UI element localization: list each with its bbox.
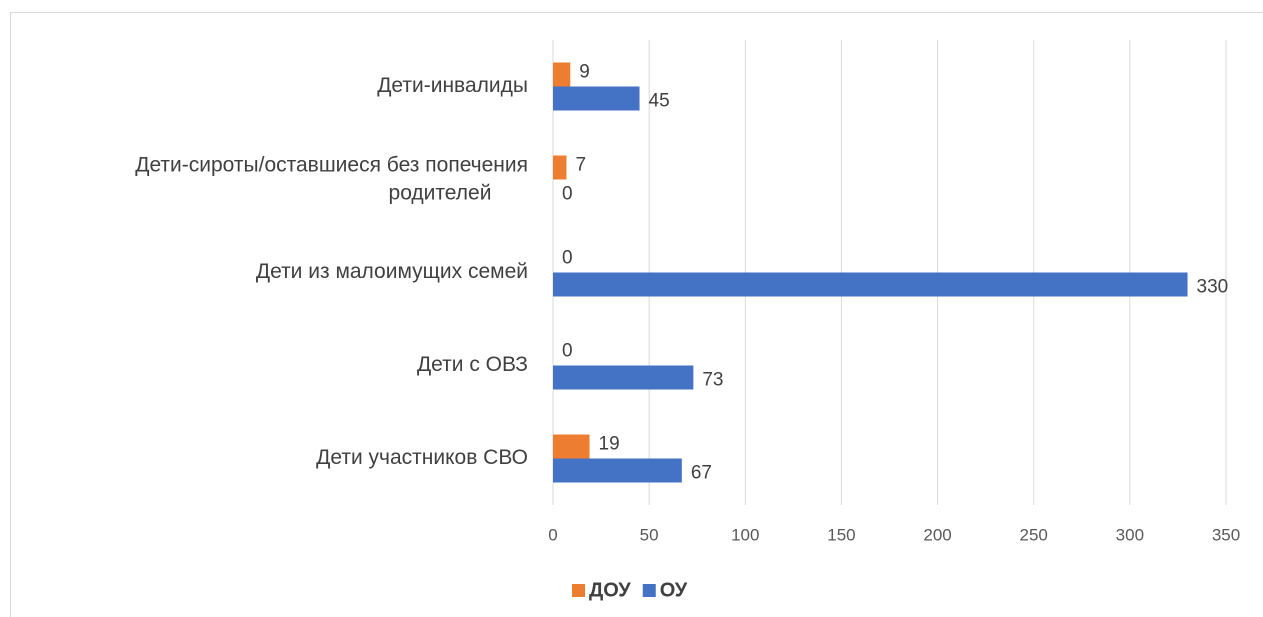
legend-swatch (642, 584, 656, 597)
category-label: Дети с ОВЗ (417, 353, 528, 376)
bar (553, 272, 1188, 297)
x-tick-label: 50 (640, 525, 659, 544)
value-label: 45 (649, 91, 670, 112)
x-tick-label: 150 (827, 525, 855, 544)
category-label: Дети-инвалиды (377, 74, 528, 97)
value-label: 7 (575, 155, 586, 176)
legend-label: ОУ (660, 579, 688, 601)
chart-frame (10, 12, 1263, 617)
bar (553, 458, 682, 483)
category-label: Дети участников СВО (316, 446, 528, 469)
value-label: 67 (691, 463, 712, 484)
bar (553, 86, 640, 111)
category-label: Дети из малоимущих семей (256, 260, 528, 283)
value-label: 0 (562, 184, 573, 205)
bar (553, 155, 567, 180)
x-tick-label: 300 (1116, 525, 1144, 544)
bar (553, 62, 571, 87)
value-label: 9 (579, 62, 590, 83)
legend-label: ДОУ (589, 579, 631, 601)
value-label: 0 (562, 341, 573, 362)
x-tick-label: 0 (548, 525, 557, 544)
value-label: 19 (599, 434, 620, 455)
x-tick-label: 200 (923, 525, 951, 544)
x-tick-label: 350 (1212, 525, 1240, 544)
x-tick-label: 250 (1020, 525, 1048, 544)
bar (553, 434, 590, 459)
value-label: 73 (702, 370, 723, 391)
category-label: Дети-сироты/оставшиеся без попечения роди… (135, 153, 528, 204)
value-label: 0 (562, 248, 573, 269)
legend-swatch (572, 584, 585, 597)
bar (553, 365, 694, 390)
x-tick-label: 100 (731, 525, 759, 544)
value-label: 330 (1197, 277, 1229, 298)
